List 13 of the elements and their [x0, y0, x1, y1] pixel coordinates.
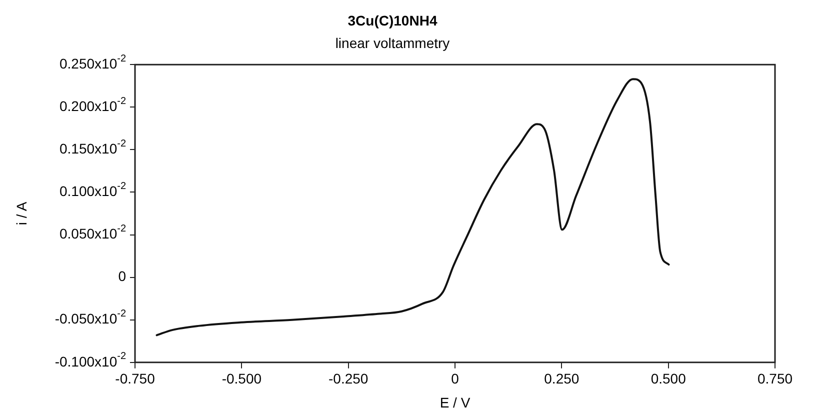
x-axis-title: E / V — [440, 394, 471, 410]
x-tick-label: -0.500 — [222, 370, 262, 387]
x-tick-label: 0.500 — [650, 370, 686, 387]
line-series — [156, 78, 670, 336]
y-tick-label: 0 — [118, 268, 126, 284]
x-tick-label: -0.250 — [328, 370, 368, 387]
chart-subtitle: linear voltammetry — [335, 35, 450, 52]
x-tick-label: -0.750 — [115, 370, 156, 387]
chart-title: 3Cu(C)10NH4 — [348, 12, 438, 28]
x-tick-label: 0.750 — [757, 370, 793, 387]
x-tick-label: 0 — [451, 370, 460, 387]
x-tick-label: 0.250 — [544, 370, 580, 387]
y-axis-title: i / A — [13, 201, 30, 226]
